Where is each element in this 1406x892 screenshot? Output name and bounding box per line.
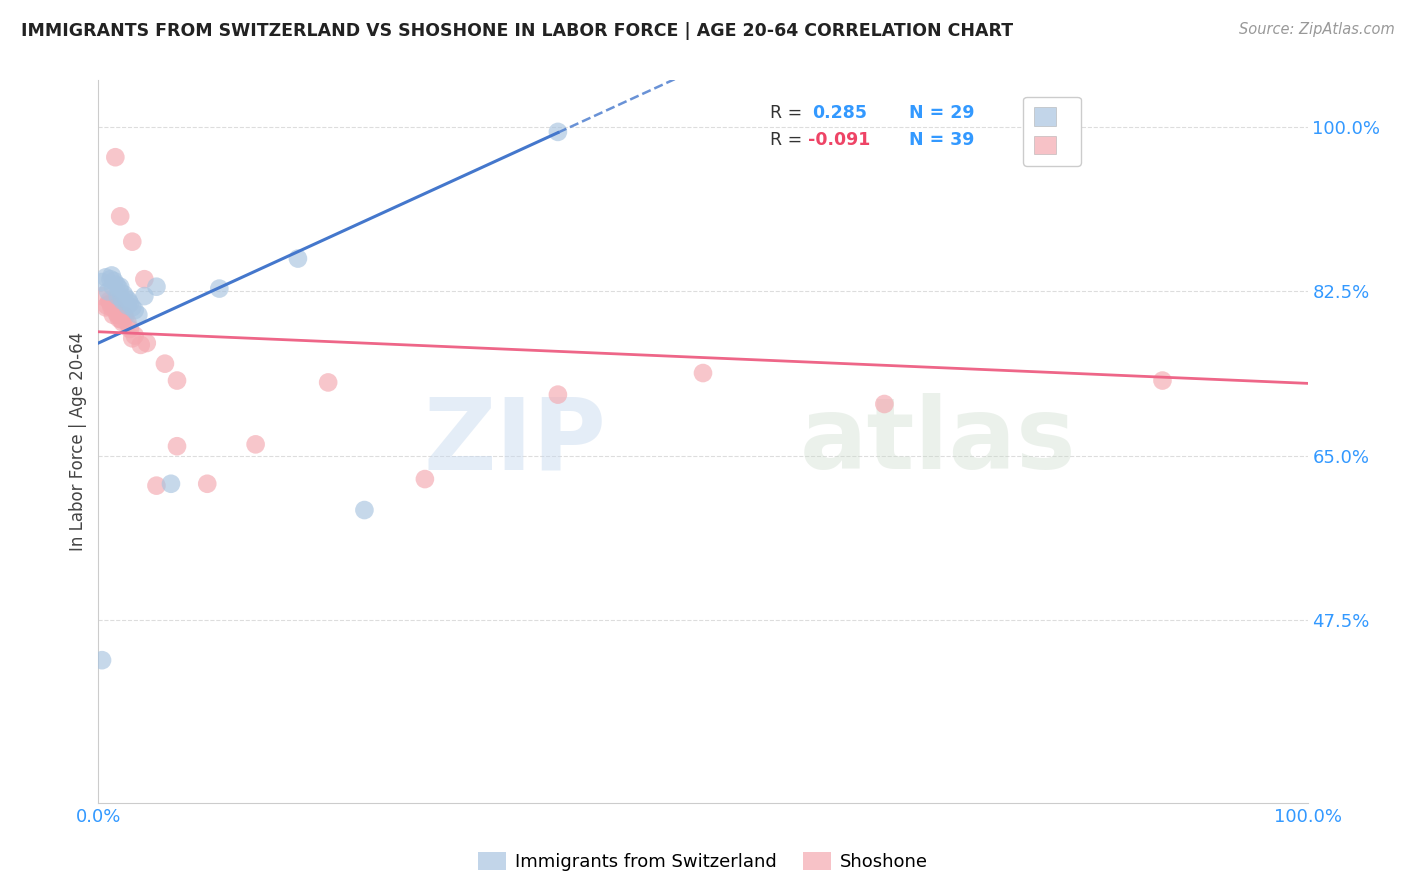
Point (124, 303, 146, 318)
Point (114, 310, 136, 324)
Point (121, 331, 143, 345)
Point (100, 272, 122, 286)
Point (166, 439, 188, 453)
Point (1152, 374, 1174, 388)
Point (127, 308, 149, 322)
Text: N = 39: N = 39 (908, 130, 974, 149)
Point (160, 476, 183, 491)
Point (121, 301, 143, 315)
Point (98, 293, 121, 308)
Text: 0.285: 0.285 (811, 103, 868, 122)
Point (91, 653, 114, 667)
Point (100, 268, 122, 283)
Point (107, 289, 129, 303)
Point (121, 235, 143, 249)
Point (108, 279, 131, 293)
Text: R =: R = (769, 130, 801, 149)
Point (129, 338, 152, 352)
Point (112, 287, 135, 301)
Point (97, 285, 120, 299)
Point (353, 503, 375, 517)
Legend: Immigrants from Switzerland, Shoshone: Immigrants from Switzerland, Shoshone (471, 845, 935, 879)
Point (100, 301, 122, 315)
Point (103, 298, 125, 312)
Point (111, 293, 134, 308)
Point (134, 272, 156, 286)
Point (108, 308, 131, 322)
Point (108, 311, 131, 326)
Point (134, 289, 156, 303)
Point (153, 357, 176, 371)
Point (208, 282, 231, 296)
Point (101, 279, 124, 293)
Point (103, 274, 125, 288)
Text: N = 29: N = 29 (908, 103, 974, 122)
Point (94, 301, 117, 315)
Point (117, 298, 139, 312)
Point (145, 478, 167, 492)
Point (105, 306, 128, 320)
Point (101, 308, 124, 322)
Point (91, 275, 114, 289)
Point (115, 291, 138, 305)
Text: R =: R = (769, 103, 801, 122)
Point (124, 328, 146, 343)
Point (96, 298, 118, 312)
Text: Source: ZipAtlas.com: Source: ZipAtlas.com (1239, 22, 1395, 37)
Text: IMMIGRANTS FROM SWITZERLAND VS SHOSHONE IN LABOR FORCE | AGE 20-64 CORRELATION C: IMMIGRANTS FROM SWITZERLAND VS SHOSHONE … (21, 22, 1014, 40)
Point (110, 312, 132, 326)
Point (118, 322, 141, 336)
Point (91, 289, 114, 303)
Point (104, 150, 127, 164)
Point (118, 293, 141, 308)
Point (413, 472, 436, 486)
Point (145, 279, 167, 293)
Point (245, 437, 267, 451)
Point (287, 252, 309, 266)
Point (108, 210, 131, 224)
Text: atlas: atlas (800, 393, 1077, 490)
Point (105, 277, 128, 292)
Point (110, 291, 132, 305)
Point (104, 302, 127, 317)
Point (195, 476, 218, 491)
Point (117, 315, 139, 329)
Point (316, 376, 339, 390)
Legend: , : , (1024, 96, 1081, 166)
Point (94, 270, 117, 285)
Point (112, 308, 135, 322)
Text: -0.091: -0.091 (808, 130, 870, 149)
Point (111, 315, 134, 329)
Y-axis label: In Labor Force | Age 20-64: In Labor Force | Age 20-64 (69, 332, 87, 551)
Point (108, 282, 131, 296)
Point (135, 336, 157, 351)
Point (873, 397, 896, 411)
Point (107, 308, 129, 322)
Point (118, 296, 141, 310)
Point (692, 366, 714, 380)
Point (100, 296, 122, 310)
Point (547, 125, 569, 139)
Text: ZIP: ZIP (423, 393, 606, 490)
Point (166, 374, 188, 388)
Point (547, 387, 569, 401)
